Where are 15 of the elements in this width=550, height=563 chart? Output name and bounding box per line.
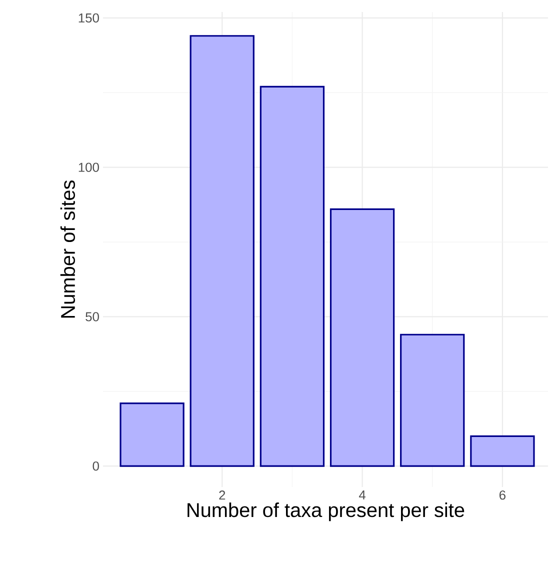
x-tick-label: 2 [219, 490, 226, 500]
bar [330, 208, 395, 467]
bar [190, 35, 254, 467]
y-tick-label: 50 [86, 312, 99, 322]
bar [470, 435, 535, 467]
y-tick-label: 100 [78, 162, 99, 172]
y-axis-title: Number of sites [60, 180, 76, 318]
y-tick-label: 0 [92, 461, 99, 471]
x-axis-title: Number of taxa present per site [188, 502, 464, 522]
x-tick-label: 4 [358, 490, 366, 500]
bar [120, 402, 184, 467]
x-tick-label: 6 [500, 490, 506, 500]
bar [400, 334, 465, 467]
bar [260, 86, 325, 467]
y-tick-label: 150 [78, 13, 99, 23]
